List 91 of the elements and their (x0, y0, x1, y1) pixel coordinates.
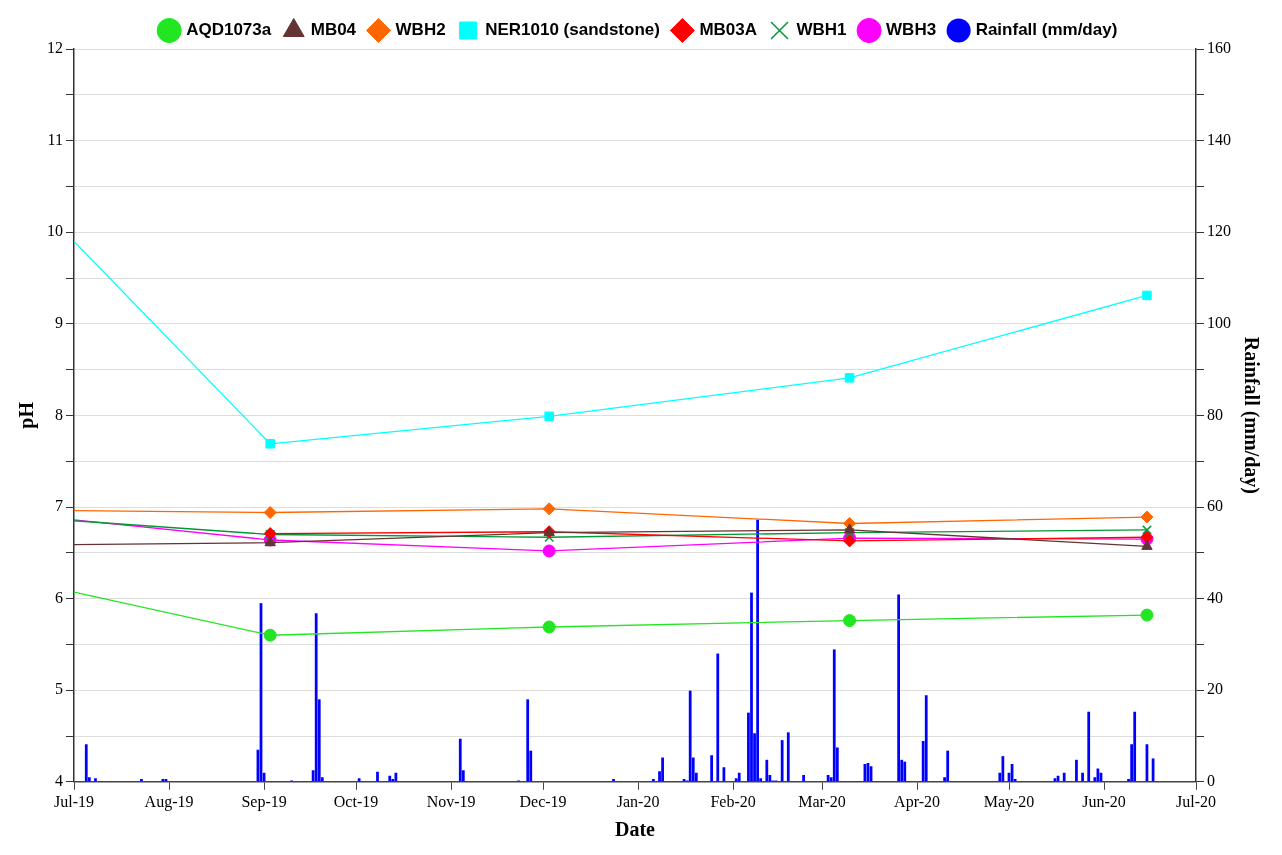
bar (1062, 772, 1066, 782)
y2-tick-label: 40 (1207, 588, 1223, 606)
bar (765, 759, 769, 782)
bar (903, 761, 907, 782)
y2-tick-label: 80 (1207, 405, 1223, 423)
y-tick-label: 7 (55, 497, 63, 515)
x-tick-label: Jan-20 (616, 792, 660, 810)
bar (716, 653, 720, 782)
point (542, 544, 556, 558)
y2-axis-title: Rainfall (mm/day) (1239, 336, 1263, 495)
point (844, 373, 855, 383)
point (843, 523, 856, 534)
bar (802, 774, 805, 782)
bar (1001, 756, 1005, 782)
point (265, 439, 275, 449)
bar (1133, 711, 1137, 782)
x-tick-label: Feb-20 (710, 792, 756, 810)
bar (737, 772, 741, 782)
point (843, 614, 857, 628)
point (542, 502, 556, 516)
x-tick-label: Nov-19 (426, 792, 476, 810)
legend-label: Rainfall (mm/day) (975, 20, 1118, 40)
bar (1075, 759, 1078, 782)
point (1141, 539, 1153, 550)
bar (1087, 711, 1091, 782)
bar (710, 755, 714, 782)
bar (526, 699, 530, 782)
y-tick-label: 11 (47, 130, 63, 148)
point (542, 620, 556, 634)
y-tick-label: 4 (55, 772, 63, 789)
bar (924, 695, 928, 782)
x-tick-label: Jun-20 (1082, 792, 1126, 810)
point (844, 527, 855, 538)
x-tick-label: Oct-19 (333, 792, 379, 810)
bar (780, 740, 784, 782)
point (1142, 290, 1152, 301)
x-tick-label: Dec-19 (519, 792, 567, 810)
bar (94, 778, 97, 782)
bar (652, 779, 655, 782)
x-axis-title: Date (615, 818, 656, 841)
x-tick-label: Jul-20 (1176, 792, 1216, 810)
legend-label: MB04 (310, 20, 357, 40)
legend-label: MB03A (699, 20, 758, 40)
y2-tick-label: 0 (1207, 772, 1215, 789)
y-tick-label: 9 (55, 314, 63, 331)
point (263, 628, 277, 642)
y-tick-label: 12 (47, 39, 63, 57)
bar (376, 771, 379, 782)
point (1140, 510, 1154, 524)
x-tick-label: Apr-20 (894, 792, 940, 811)
bar (946, 750, 950, 782)
bar (140, 779, 143, 782)
bar (750, 592, 753, 782)
bar (1081, 772, 1084, 782)
y2-tick-label: 140 (1207, 130, 1231, 148)
y2-tick-label: 20 (1207, 680, 1223, 698)
y-tick-label: 10 (47, 222, 63, 240)
bar (688, 690, 692, 782)
bar (314, 613, 318, 782)
bar (832, 649, 836, 782)
y2-tick-label: 120 (1207, 222, 1231, 240)
legend-label: AQD1073a (186, 20, 272, 40)
legend-label: NER1010 (sandstone) (485, 20, 660, 40)
x-tick-label: Sep-19 (241, 792, 287, 811)
point (263, 506, 277, 519)
point (544, 411, 554, 422)
y2-tick-label: 60 (1207, 497, 1223, 515)
point (1141, 524, 1152, 535)
y2-tick-label: 160 (1207, 39, 1231, 57)
bar (388, 775, 392, 782)
y-tick-label: 6 (55, 588, 63, 606)
bar (897, 594, 901, 782)
y2-tick-label: 100 (1207, 314, 1231, 331)
bar (661, 757, 664, 782)
y-tick-label: 5 (55, 680, 63, 698)
bar (756, 519, 759, 782)
y-tick-label: 8 (55, 405, 63, 423)
point (1140, 608, 1154, 622)
bar (84, 744, 88, 782)
x-tick-label: May-20 (983, 792, 1035, 811)
bar (826, 774, 830, 782)
bar (612, 779, 615, 782)
legend-label: WBH3 (886, 20, 937, 40)
bar (458, 738, 462, 782)
legend-label: WBH2 (395, 20, 446, 40)
x-tick-label: Jul-19 (54, 792, 94, 810)
x-tick-label: Aug-19 (144, 792, 194, 811)
x-tick-label: Mar-20 (798, 792, 846, 810)
legend-label: WBH1 (796, 20, 847, 40)
bar (786, 732, 790, 782)
y-axis-title: pH (15, 401, 39, 429)
